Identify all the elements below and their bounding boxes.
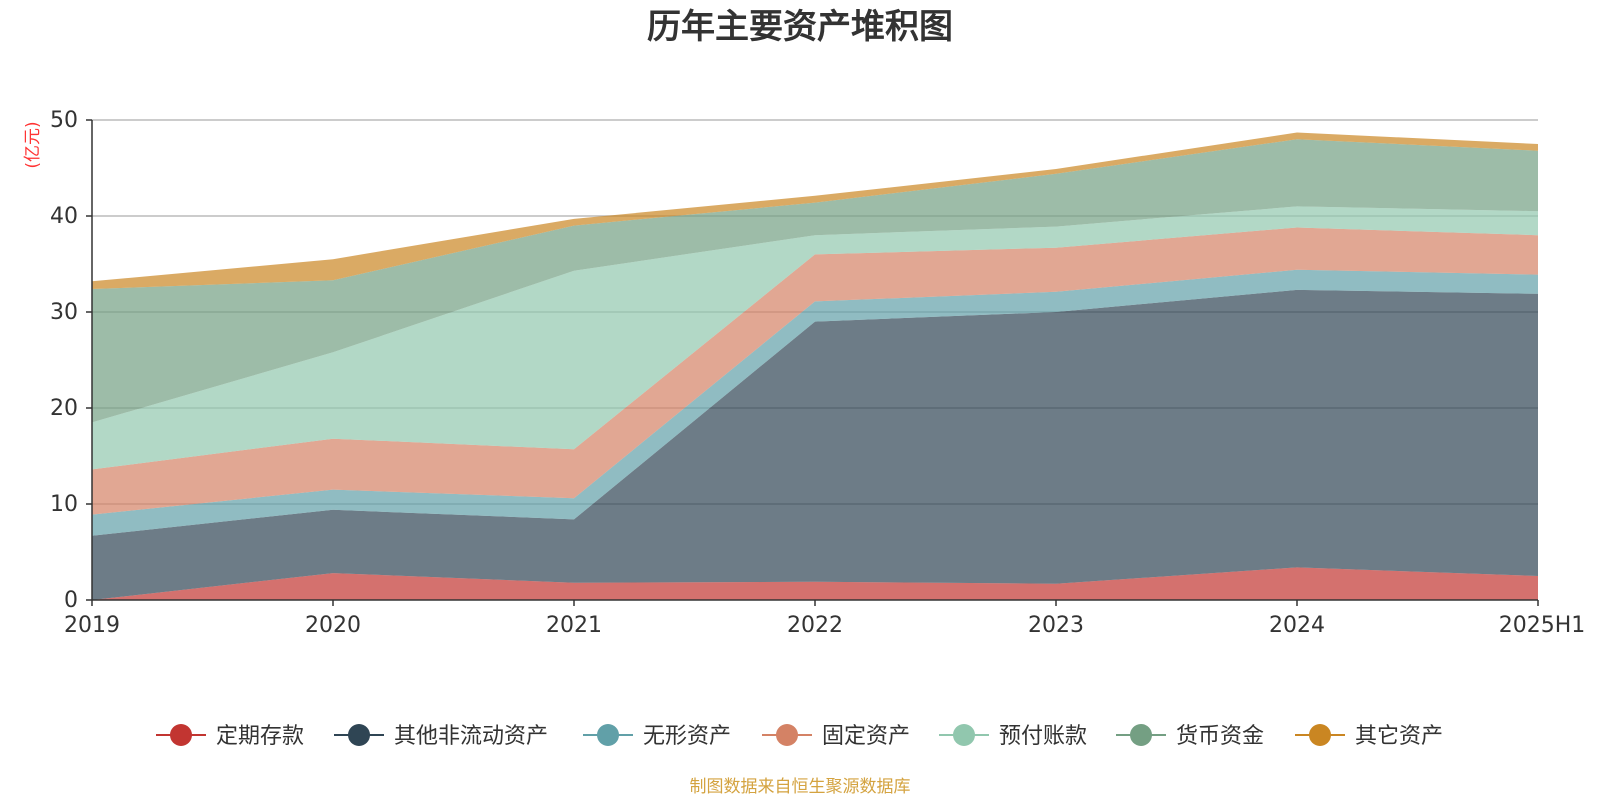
data-source-note: 制图数据来自恒生聚源数据库 xyxy=(690,777,911,797)
legend-item-6[interactable]: 其它资产 xyxy=(1295,724,1443,749)
legend-label: 无形资产 xyxy=(643,724,731,749)
legend-marker xyxy=(1309,724,1331,746)
legend-item-5[interactable]: 货币资金 xyxy=(1116,724,1264,749)
legend-label: 其它资产 xyxy=(1355,724,1443,749)
x-tick-label: 2020 xyxy=(305,613,361,638)
axes: 0 10 20 30 40 50 2019 2020 2021 2022 2023 2024 2025H… xyxy=(50,108,1585,638)
area-series-5[interactable] xyxy=(92,139,1538,423)
legend-label: 预付账款 xyxy=(999,724,1087,749)
x-tick-label: 2023 xyxy=(1028,613,1084,638)
y-tick-label: 10 xyxy=(50,492,78,517)
legend-label: 定期存款 xyxy=(216,724,304,749)
legend-marker xyxy=(1130,724,1152,746)
y-tick-label: 30 xyxy=(50,300,78,325)
legend-label: 其他非流动资产 xyxy=(394,724,548,749)
legend-marker xyxy=(776,724,798,746)
legend[interactable]: 定期存款 其他非流动资产 无形资产 固定资产 预付账款 货币资金 其它资产 xyxy=(156,724,1443,749)
y-tick-label: 20 xyxy=(50,396,78,421)
y-tick-label: 0 xyxy=(64,588,78,613)
legend-item-3[interactable]: 固定资产 xyxy=(762,724,910,749)
legend-label: 货币资金 xyxy=(1176,724,1264,749)
legend-marker xyxy=(348,724,370,746)
chart-title: 历年主要资产堆积图 xyxy=(647,7,953,47)
legend-item-2[interactable]: 无形资产 xyxy=(583,724,731,749)
area-series-1[interactable] xyxy=(92,289,1538,600)
x-tick-label: 2021 xyxy=(546,613,602,638)
legend-item-4[interactable]: 预付账款 xyxy=(939,724,1087,749)
x-tick-label: 2019 xyxy=(64,613,120,638)
legend-marker xyxy=(597,724,619,746)
legend-item-1[interactable]: 其他非流动资产 xyxy=(334,724,548,749)
area-series-4[interactable] xyxy=(92,206,1538,470)
area-series-0[interactable] xyxy=(92,567,1538,600)
y-tick-label: 40 xyxy=(50,204,78,229)
area-series-2[interactable] xyxy=(92,269,1538,536)
x-tick-label: 2024 xyxy=(1269,613,1325,638)
area-series-3[interactable] xyxy=(92,227,1538,515)
legend-marker xyxy=(953,724,975,746)
area-series-group xyxy=(92,132,1538,600)
x-tick-label: 2022 xyxy=(787,613,843,638)
y-axis-unit-label: (亿元) xyxy=(23,121,43,168)
area-series-6[interactable] xyxy=(92,132,1538,290)
legend-item-0[interactable]: 定期存款 xyxy=(156,724,304,749)
legend-label: 固定资产 xyxy=(822,724,910,749)
y-tick-label: 50 xyxy=(50,108,78,133)
x-tick-label: 2025H1 xyxy=(1499,613,1586,638)
legend-marker xyxy=(170,724,192,746)
